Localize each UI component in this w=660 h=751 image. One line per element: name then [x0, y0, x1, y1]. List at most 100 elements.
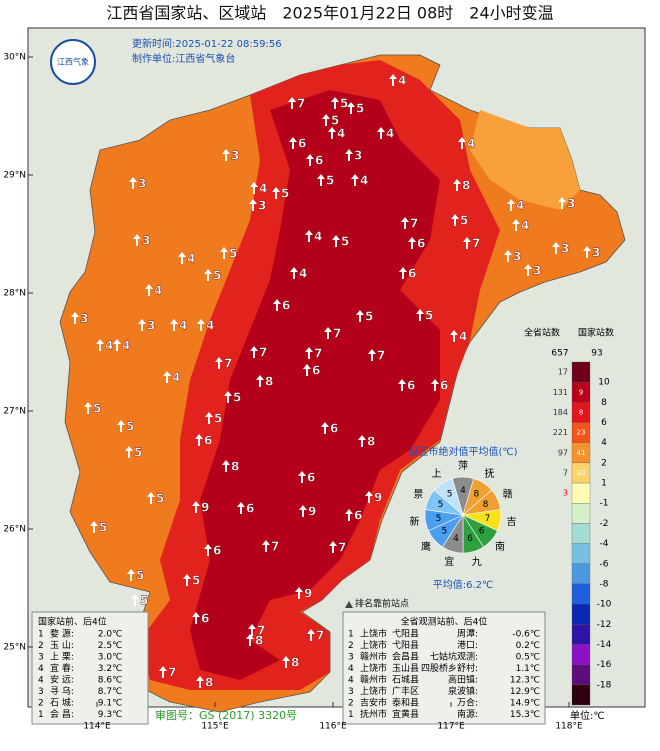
station-value: 7 [316, 629, 324, 643]
pie-city: 萍 [458, 460, 468, 472]
national-cell: 3 [38, 653, 44, 663]
station-arrow [331, 97, 339, 109]
all-cell: -0.6℃ [512, 630, 540, 640]
total-band-count: 17 [558, 368, 568, 377]
all-cell: 七姑坑观测: [430, 651, 478, 663]
colorbar-label: -16 [597, 660, 612, 670]
station-value: 3 [138, 177, 146, 191]
all-cell: 石城县 [392, 675, 419, 686]
colorbar-band [571, 644, 591, 665]
station-value: 3 [142, 234, 150, 248]
all-cell: 上饶市 [360, 662, 387, 674]
national-cell: 安 远: [50, 674, 74, 686]
station-value: 6 [312, 364, 320, 378]
station-value: 7 [297, 97, 305, 111]
station-arrow [250, 182, 258, 194]
station-arrow [222, 460, 230, 472]
logo [50, 39, 96, 85]
station-value: 4 [179, 319, 187, 333]
station-arrow [295, 587, 303, 599]
station-arrow [299, 505, 307, 517]
colorbar-band [571, 361, 591, 383]
station-value: 8 [367, 435, 375, 449]
station-arrow [90, 521, 98, 533]
station-value: 4 [259, 182, 267, 196]
lon-label: 114°E [83, 722, 111, 732]
national-cell: 3.0℃ [98, 653, 122, 663]
all-cell: 0.2℃ [516, 641, 540, 651]
station-arrow [408, 237, 416, 249]
station-value: 3 [513, 250, 521, 264]
station-arrow [307, 629, 315, 641]
station-value: 4 [172, 371, 180, 385]
station-arrow [345, 149, 353, 161]
station-value: 6 [407, 379, 415, 393]
station-value: 4 [516, 199, 524, 213]
pie-value: 5 [441, 527, 447, 537]
total-band-count: 7 [563, 468, 568, 477]
station-arrow [138, 319, 146, 331]
total-band-count: 3 [563, 489, 568, 498]
station-value: 3 [592, 246, 600, 260]
station-value: 7 [168, 666, 176, 680]
colorbar-label: -1 [600, 499, 609, 509]
pie-value: 5 [436, 514, 442, 524]
station-arrow [273, 299, 281, 311]
station-arrow [398, 379, 406, 391]
station-value: 5 [365, 310, 373, 324]
colorbar-label: 10 [598, 378, 610, 388]
all-cell: 12.3℃ [510, 676, 540, 686]
station-arrow [163, 371, 171, 383]
pie-city: 赣 [503, 488, 513, 501]
pie-average: 平均值:6.2℃ [433, 578, 494, 591]
colorbar-label: -14 [597, 640, 612, 650]
colorbar-label: 4 [601, 438, 607, 448]
station-arrow [127, 569, 135, 581]
national-cell: 2.5℃ [98, 641, 122, 651]
pie-city: 上 [432, 468, 442, 480]
all-cell: 3 [348, 653, 354, 663]
national-cell: 9.1℃ [98, 699, 122, 709]
station-value: 6 [440, 379, 448, 393]
station-arrow [71, 312, 79, 324]
station-arrow [358, 435, 366, 447]
total-count: 657 [551, 349, 568, 359]
colorbar-band [571, 563, 591, 585]
pie-value: 8 [483, 500, 489, 510]
national-cell: 8.7℃ [98, 687, 122, 697]
national-cell: 2 [38, 641, 44, 651]
station-arrow [368, 349, 376, 361]
colorbar-band [571, 603, 591, 625]
national-band-count: 41 [577, 449, 586, 457]
triangle-icon [345, 601, 353, 608]
all-cell: 宜黄县 [392, 708, 419, 720]
station-arrow [113, 339, 121, 351]
station-arrow [215, 357, 223, 369]
pie-city: 南 [495, 540, 505, 553]
station-value: 4 [398, 74, 406, 88]
all-table-title: 全省观测站前、后4位 [401, 616, 488, 628]
station-arrow [305, 347, 313, 359]
all-cell: 高田镇: [448, 674, 478, 686]
station-value: 9 [304, 587, 312, 601]
station-value: 6 [282, 299, 290, 313]
station-arrow [262, 540, 270, 552]
station-arrow [321, 422, 329, 434]
station-value: 6 [201, 612, 209, 626]
station-arrow [205, 412, 213, 424]
pie-title: 设区市绝对值平均值(℃) [408, 445, 517, 458]
all-cell: 吉安市 [360, 697, 387, 709]
all-cell: 上饶市 [360, 628, 387, 640]
all-cell: 泰和县 [392, 697, 419, 709]
all-table-box [342, 611, 546, 725]
station-arrow [192, 501, 200, 513]
colorbar-band [571, 583, 591, 605]
station-value: 5 [134, 446, 142, 460]
all-cell: 会昌县 [392, 651, 419, 663]
station-value: 6 [213, 544, 221, 558]
station-value: 8 [462, 179, 470, 193]
colorbar-band [571, 684, 591, 706]
station-value: 5 [460, 214, 468, 228]
pie-value: 5 [438, 500, 444, 510]
